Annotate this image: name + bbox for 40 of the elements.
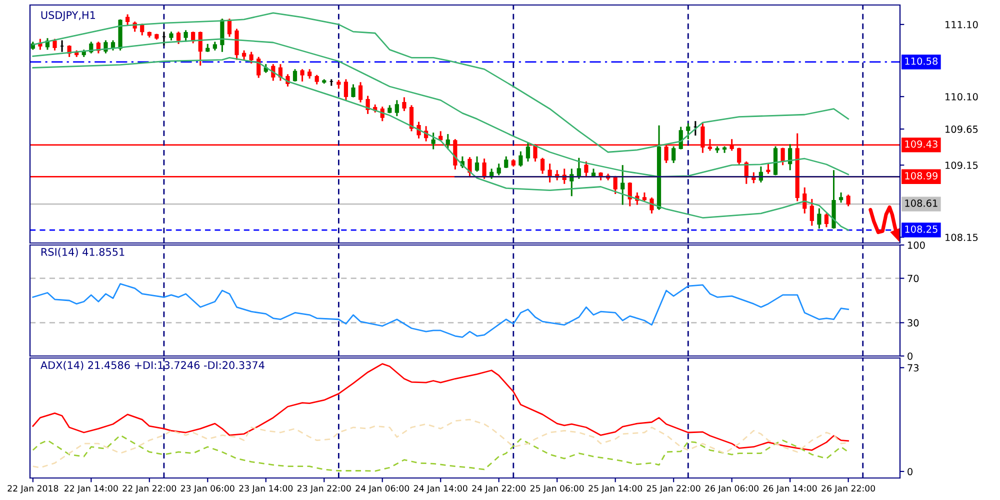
x-tick-label: 23 Jan 06:00 — [181, 485, 234, 494]
ref-line-label: 110.58 — [905, 57, 938, 65]
ref-line-label: 108.99 — [905, 172, 938, 180]
x-tick-label: 25 Jan 22:00 — [646, 485, 700, 494]
line-series — [32, 56, 850, 231]
x-tick-label: 26 Jan 22:00 — [822, 485, 875, 494]
y-tick-label: 110.10 — [946, 93, 978, 100]
x-tick-label: 22 Jan 14:00 — [64, 485, 118, 494]
text: USDJPY,H1 — [41, 11, 95, 21]
y-tick-label: 109.65 — [946, 126, 978, 133]
x-tick-label: 24 Jan 22:00 — [472, 485, 526, 494]
x-tick-label: 26 Jan 14:00 — [763, 485, 817, 494]
line-series — [32, 38, 850, 178]
y-tick-label: 0 — [908, 468, 912, 476]
y-tick-label: 70 — [908, 274, 919, 282]
x-tick-label: 26 Jan 06:00 — [705, 485, 759, 494]
y-tick-label: 0 — [908, 352, 912, 360]
chart-title: RSI(14) 41.8551 — [41, 248, 124, 258]
line-series — [32, 363, 850, 451]
x-tick-label: 22 Jan 2018 — [8, 485, 58, 494]
line-series — [32, 434, 850, 472]
y-tick-label: 111.10 — [946, 20, 978, 28]
y-tick-label: 30 — [908, 319, 919, 327]
x-tick-label: 22 Jan 22:00 — [122, 485, 176, 494]
y-tick-label: 73 — [908, 364, 919, 372]
ref-line-label: 108.61 — [905, 200, 938, 207]
chart-title: ADX(14) 21.4586 +DI:13.7246 -DI:20.3374 — [40, 361, 264, 370]
line-series — [32, 283, 850, 338]
x-tick-label: 23 Jan 14:00 — [239, 485, 293, 494]
line-series — [32, 12, 850, 153]
y-tick-label: 108.15 — [946, 234, 978, 242]
x-tick-label: 24 Jan 06:00 — [356, 485, 410, 494]
ref-line-label: 109.43 — [905, 140, 938, 148]
x-tick-label: 25 Jan 14:00 — [588, 485, 642, 494]
y-tick-label: 109.15 — [946, 162, 978, 169]
x-tick-label: 24 Jan 14:00 — [414, 485, 468, 494]
y-tick-label: 100 — [908, 241, 925, 249]
ref-line-label: 108.25 — [905, 225, 938, 233]
x-tick-label: 23 Jan 22:00 — [297, 485, 351, 494]
x-tick-label: 25 Jan 06:00 — [530, 485, 584, 494]
